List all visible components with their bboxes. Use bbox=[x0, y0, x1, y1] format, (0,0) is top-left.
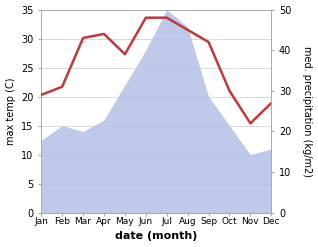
Y-axis label: med. precipitation (kg/m2): med. precipitation (kg/m2) bbox=[302, 46, 313, 177]
Y-axis label: max temp (C): max temp (C) bbox=[5, 77, 16, 145]
X-axis label: date (month): date (month) bbox=[115, 231, 197, 242]
